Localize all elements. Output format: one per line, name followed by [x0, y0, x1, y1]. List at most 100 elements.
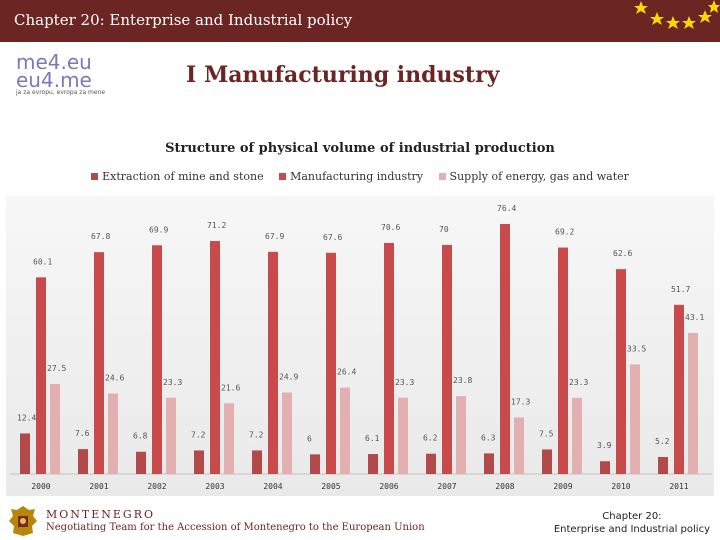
bar-energy-2006	[398, 397, 408, 474]
bar-manufacturing-2003	[210, 241, 220, 474]
x-tick-label-2006: 2006	[379, 482, 398, 491]
eu-stars-icon	[634, 0, 720, 29]
bar-manufacturing-2001	[94, 252, 104, 474]
legend-label-energy: Supply of energy, gas and water	[449, 170, 629, 183]
data-label-manufacturing-2007: 70	[439, 225, 449, 234]
footer-team: Negotiating Team for the Accession of Mo…	[46, 522, 425, 533]
bar-manufacturing-2005	[326, 252, 336, 474]
data-label-mine-2011: 5.2	[655, 437, 670, 446]
chart-title: Structure of physical volume of industri…	[165, 141, 555, 156]
bar-energy-2002	[166, 397, 176, 474]
data-label-mine-2004: 7.2	[249, 430, 264, 439]
data-label-energy-2006: 23.3	[395, 378, 414, 387]
data-label-mine-2010: 3.9	[597, 441, 612, 450]
bar-mine-2011	[658, 456, 668, 474]
bar-mine-2000	[20, 433, 30, 474]
legend-item-manufacturing: Manufacturing industry	[279, 170, 423, 183]
bar-manufacturing-2009	[558, 247, 568, 474]
x-tick-label-2010: 2010	[611, 482, 630, 491]
data-label-energy-2002: 23.3	[163, 378, 182, 387]
bar-manufacturing-2007	[442, 244, 452, 474]
plot-area	[6, 196, 714, 496]
data-label-energy-2003: 21.6	[221, 383, 240, 392]
data-label-energy-2010: 33.5	[627, 344, 646, 353]
x-tick-label-2002: 2002	[147, 482, 166, 491]
logo-tagline: ja za evropu, evropa za mene	[16, 89, 106, 96]
bar-mine-2010	[600, 461, 610, 474]
star-icon	[708, 0, 720, 13]
bar-mine-2009	[542, 449, 552, 474]
bar-mine-2001	[78, 449, 88, 474]
data-label-mine-2006: 6.1	[365, 434, 380, 443]
data-label-manufacturing-2003: 71.2	[207, 221, 226, 230]
star-icon	[682, 16, 696, 29]
bar-energy-2011	[688, 332, 698, 474]
bar-energy-2010	[630, 364, 640, 474]
data-label-mine-2007: 6.2	[423, 434, 438, 443]
bar-mine-2006	[368, 454, 378, 474]
footer-country: MONTENEGRO	[46, 508, 156, 521]
data-label-energy-2008: 17.3	[511, 397, 530, 406]
bar-manufacturing-2010	[616, 269, 626, 474]
data-label-manufacturing-2001: 67.8	[91, 232, 110, 241]
bar-energy-2001	[108, 393, 118, 474]
footer-chapter: Chapter 20: Enterprise and Industrial po…	[554, 510, 710, 536]
me4eu-logo: me4.eu eu4.me ja za evropu, evropa za me…	[16, 50, 126, 100]
bar-mine-2008	[484, 453, 494, 474]
data-label-manufacturing-2009: 69.2	[555, 228, 574, 237]
bar-mine-2002	[136, 451, 146, 474]
header-title: Chapter 20: Enterprise and Industrial po…	[14, 11, 353, 29]
x-tick-label-2011: 2011	[669, 482, 688, 491]
data-label-energy-2009: 23.3	[569, 378, 588, 387]
bar-manufacturing-2011	[674, 304, 684, 474]
star-icon	[634, 1, 648, 14]
legend-item-mine: Extraction of mine and stone	[91, 170, 264, 183]
data-label-manufacturing-2008: 76.4	[497, 204, 516, 213]
x-tick-label-2000: 2000	[31, 482, 50, 491]
star-icon	[698, 10, 712, 23]
bar-mine-2004	[252, 450, 262, 474]
data-label-manufacturing-2002: 69.9	[149, 225, 168, 234]
logo-line-2: eu4.me	[16, 68, 92, 92]
bar-energy-2008	[514, 417, 524, 474]
bar-mine-2005	[310, 454, 320, 474]
data-label-manufacturing-2011: 51.7	[671, 285, 690, 294]
data-label-energy-2005: 26.4	[337, 368, 356, 377]
star-icon	[650, 12, 664, 25]
data-label-mine-2001: 7.6	[75, 429, 90, 438]
x-tick-label-2009: 2009	[553, 482, 572, 491]
legend-swatch-energy	[438, 172, 446, 180]
data-label-energy-2000: 27.5	[47, 364, 66, 373]
x-tick-label-2007: 2007	[437, 482, 456, 491]
data-label-manufacturing-2000: 60.1	[33, 257, 52, 266]
footer	[0, 498, 720, 540]
x-tick-label-2001: 2001	[89, 482, 108, 491]
bar-energy-2004	[282, 392, 292, 474]
data-label-mine-2005: 6	[307, 434, 312, 443]
bar-mine-2007	[426, 453, 436, 474]
data-label-mine-2008: 6.3	[481, 433, 496, 442]
header-bar: Chapter 20: Enterprise and Industrial po…	[0, 0, 720, 42]
bar-energy-2000	[50, 384, 60, 474]
bar-energy-2009	[572, 397, 582, 474]
data-label-mine-2009: 7.5	[539, 429, 554, 438]
bar-mine-2003	[194, 450, 204, 474]
data-label-mine-2000: 12.4	[17, 413, 36, 422]
data-label-energy-2011: 43.1	[685, 313, 704, 322]
bar-energy-2005	[340, 387, 350, 474]
section-title: I Manufacturing industry	[186, 62, 500, 88]
legend-swatch-manufacturing	[279, 172, 287, 180]
bar-energy-2007	[456, 396, 466, 474]
chart-legend: Extraction of mine and stone Manufacturi…	[0, 170, 720, 183]
bar-manufacturing-2006	[384, 242, 394, 474]
data-label-manufacturing-2005: 67.6	[323, 233, 342, 242]
montenegro-crest-icon	[9, 506, 37, 536]
bar-manufacturing-2004	[268, 251, 278, 474]
data-label-energy-2004: 24.9	[279, 373, 298, 382]
data-label-manufacturing-2004: 67.9	[265, 232, 284, 241]
x-tick-label-2005: 2005	[321, 482, 340, 491]
x-tick-label-2003: 2003	[205, 482, 224, 491]
footer-chapter-line2: Enterprise and Industrial policy	[553, 524, 710, 535]
star-icon	[666, 16, 680, 29]
bar-manufacturing-2008	[500, 224, 510, 474]
